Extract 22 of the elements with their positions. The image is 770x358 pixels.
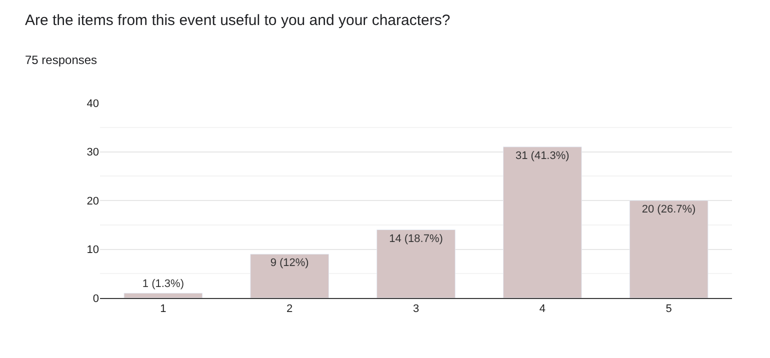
bar xyxy=(376,230,456,298)
y-tick-label: 10 xyxy=(86,244,99,256)
y-tick-label: 30 xyxy=(86,146,99,159)
y-tick-label: 20 xyxy=(86,195,99,208)
chart-subtitle: 75 responses xyxy=(25,53,98,68)
bar xyxy=(250,254,330,298)
chart-title: Are the items from this event useful to you and your characters? xyxy=(25,12,450,30)
bar xyxy=(124,292,203,298)
x-tick-label: 1 xyxy=(160,303,166,316)
x-tick-label: 2 xyxy=(286,303,293,316)
x-tick-label: 4 xyxy=(539,303,546,316)
data-label: 1 (1.3%) xyxy=(142,278,184,290)
bar xyxy=(502,146,582,298)
bar xyxy=(629,200,708,298)
data-label: 20 (26.7%) xyxy=(642,204,696,216)
y-tick-label: 0 xyxy=(92,292,99,305)
data-label: 31 (41.3%) xyxy=(515,150,570,162)
x-tick-label: 3 xyxy=(412,303,420,316)
x-tick-label: 5 xyxy=(666,303,672,316)
y-tick-label: 40 xyxy=(86,98,99,110)
data-label: 14 (18.7%) xyxy=(389,232,443,245)
data-label: 9 (12%) xyxy=(270,257,309,270)
